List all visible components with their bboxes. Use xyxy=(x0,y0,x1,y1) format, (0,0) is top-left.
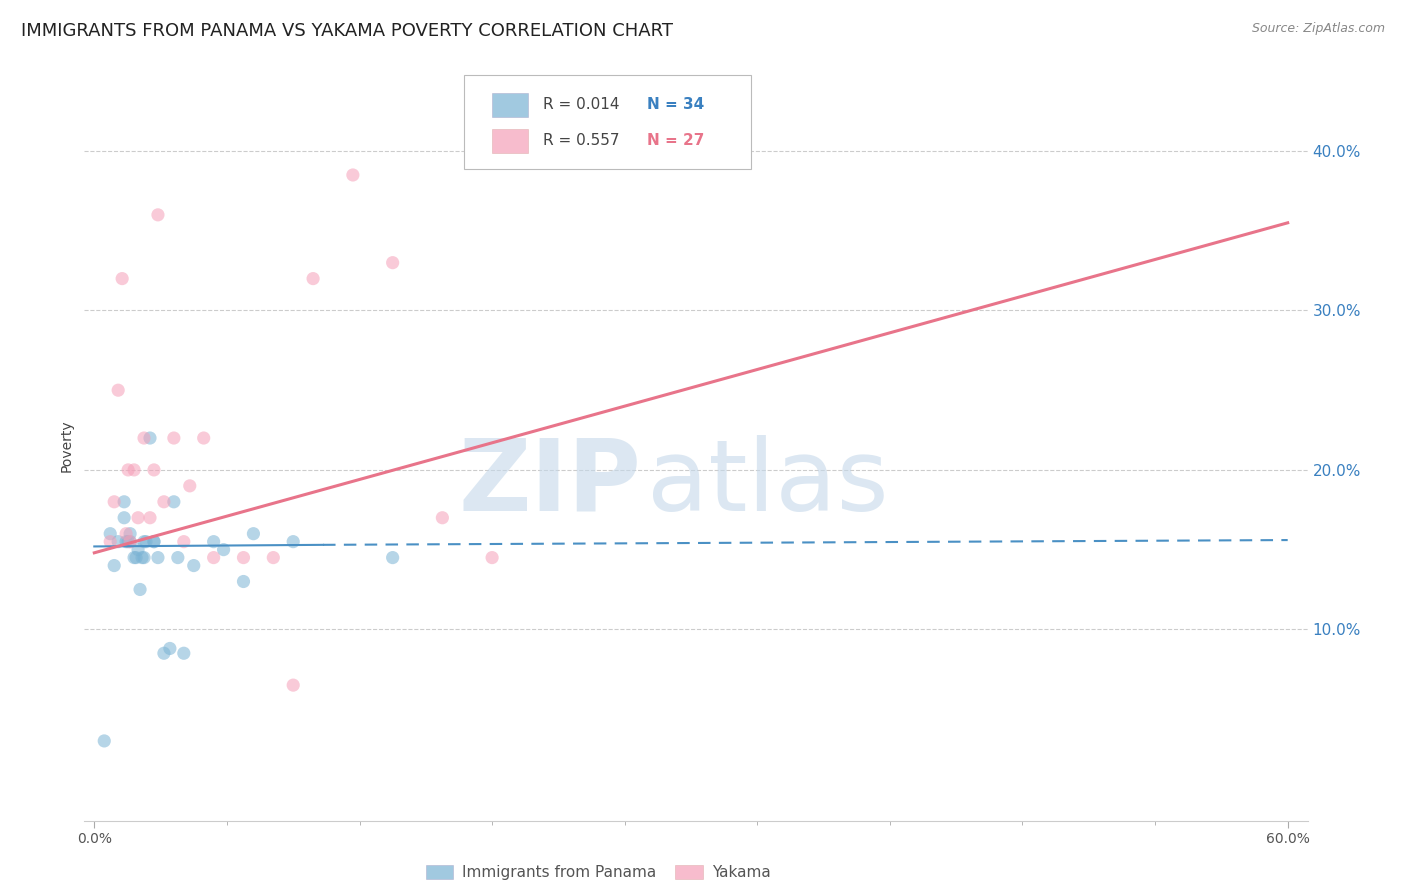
Point xyxy=(111,271,134,285)
Point xyxy=(103,495,125,509)
Text: R = 0.014: R = 0.014 xyxy=(543,97,620,112)
Point xyxy=(153,495,176,509)
Point xyxy=(115,534,138,549)
Point xyxy=(122,463,145,477)
Point xyxy=(166,550,188,565)
Point xyxy=(107,383,129,397)
Text: N = 27: N = 27 xyxy=(647,134,704,148)
Point xyxy=(153,646,176,660)
FancyBboxPatch shape xyxy=(492,129,529,153)
Point xyxy=(143,463,166,477)
Point xyxy=(193,431,215,445)
Point xyxy=(139,510,162,524)
Point xyxy=(107,534,129,549)
Point xyxy=(117,534,139,549)
Point xyxy=(120,534,142,549)
FancyBboxPatch shape xyxy=(492,93,529,117)
Text: atlas: atlas xyxy=(647,435,889,532)
Point xyxy=(232,550,254,565)
Point xyxy=(129,582,152,597)
Point xyxy=(481,550,503,565)
Point xyxy=(183,558,205,573)
Point xyxy=(202,534,225,549)
Point xyxy=(173,534,195,549)
Point xyxy=(283,678,305,692)
Point xyxy=(146,208,169,222)
Point xyxy=(143,534,166,549)
Point xyxy=(112,510,135,524)
Point xyxy=(117,463,139,477)
Y-axis label: Poverty: Poverty xyxy=(60,420,75,472)
Text: ZIP: ZIP xyxy=(458,435,641,532)
Text: N = 34: N = 34 xyxy=(647,97,704,112)
Point xyxy=(283,534,305,549)
Point xyxy=(131,550,153,565)
Point xyxy=(93,734,115,748)
Point xyxy=(302,271,325,285)
Point xyxy=(132,534,155,549)
Point xyxy=(432,510,454,524)
Text: IMMIGRANTS FROM PANAMA VS YAKAMA POVERTY CORRELATION CHART: IMMIGRANTS FROM PANAMA VS YAKAMA POVERTY… xyxy=(21,22,673,40)
Point xyxy=(98,534,121,549)
Point xyxy=(342,168,364,182)
Point xyxy=(112,495,135,509)
Point xyxy=(163,431,186,445)
Point xyxy=(159,641,181,656)
Point xyxy=(139,431,162,445)
Point xyxy=(146,550,169,565)
Point xyxy=(120,534,142,549)
Point xyxy=(202,550,225,565)
Point xyxy=(103,558,125,573)
Point xyxy=(115,526,138,541)
Point xyxy=(132,431,155,445)
Point xyxy=(381,255,404,269)
Point xyxy=(212,542,235,557)
Point xyxy=(242,526,264,541)
Point xyxy=(135,534,157,549)
FancyBboxPatch shape xyxy=(464,75,751,169)
Point xyxy=(179,479,201,493)
Text: Source: ZipAtlas.com: Source: ZipAtlas.com xyxy=(1251,22,1385,36)
Point xyxy=(173,646,195,660)
Point xyxy=(232,574,254,589)
Point xyxy=(125,550,148,565)
Point xyxy=(163,495,186,509)
Legend: Immigrants from Panama, Yakama: Immigrants from Panama, Yakama xyxy=(426,865,770,880)
Point xyxy=(381,550,404,565)
Point xyxy=(127,542,149,557)
Point xyxy=(120,526,142,541)
Point xyxy=(132,550,155,565)
Point xyxy=(122,550,145,565)
Point xyxy=(143,534,166,549)
Text: R = 0.557: R = 0.557 xyxy=(543,134,620,148)
Point xyxy=(127,510,149,524)
Point xyxy=(98,526,121,541)
Point xyxy=(262,550,284,565)
